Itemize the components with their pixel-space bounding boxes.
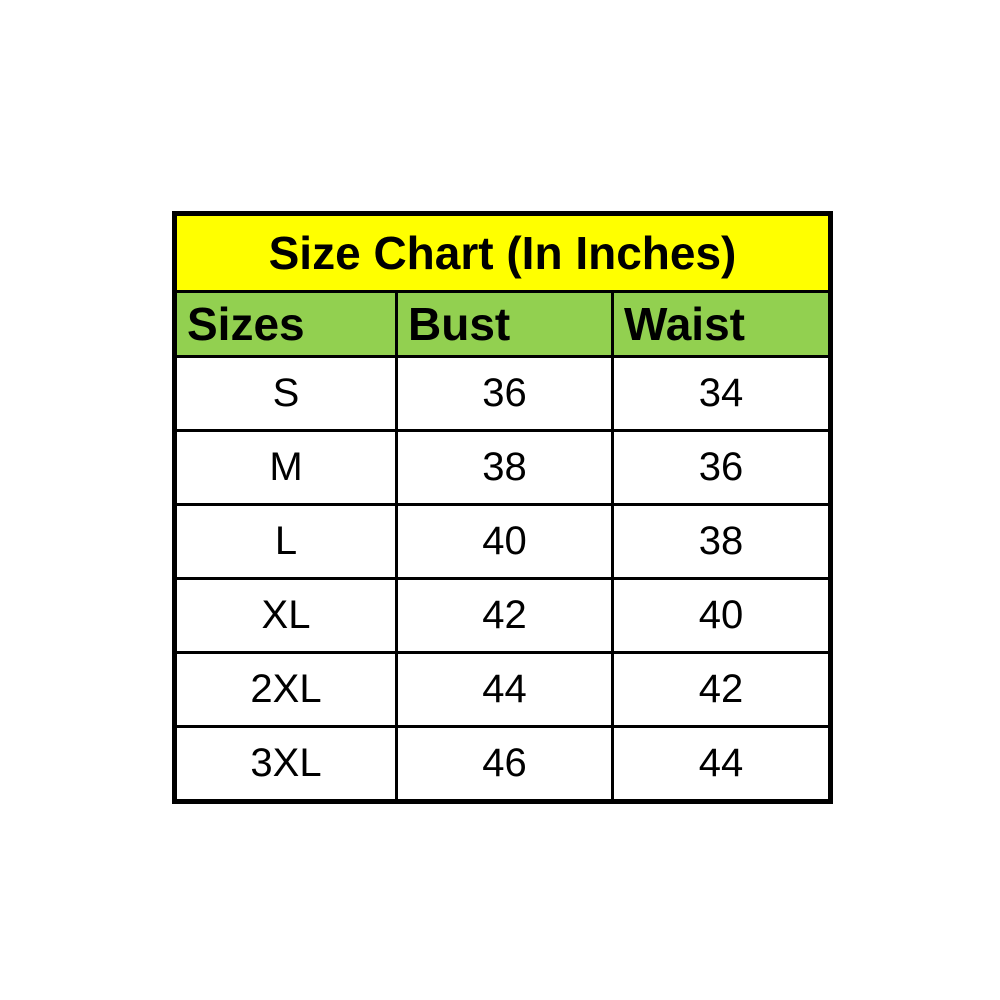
- table-row: M 38 36: [173, 429, 832, 506]
- cell-bust: 36: [395, 355, 614, 432]
- cell-waist: 34: [611, 355, 832, 432]
- cell-size: L: [173, 503, 398, 580]
- table-row: 2XL 44 42: [173, 651, 832, 728]
- cell-size: 2XL: [173, 651, 398, 728]
- cell-size: S: [173, 355, 398, 432]
- title-row: Size Chart (In Inches): [173, 212, 832, 293]
- table-row: XL 42 40: [173, 577, 832, 654]
- cell-bust: 38: [395, 429, 614, 506]
- table-row: 3XL 46 44: [173, 725, 832, 803]
- cell-bust: 44: [395, 651, 614, 728]
- column-header-sizes: Sizes: [173, 290, 398, 358]
- cell-waist: 36: [611, 429, 832, 506]
- chart-title: Size Chart (In Inches): [173, 212, 832, 293]
- cell-waist: 40: [611, 577, 832, 654]
- size-chart-table: Size Chart (In Inches) Sizes Bust Waist …: [172, 211, 833, 804]
- cell-waist: 38: [611, 503, 832, 580]
- cell-size: 3XL: [173, 725, 398, 803]
- column-header-bust: Bust: [395, 290, 614, 358]
- cell-waist: 44: [611, 725, 832, 803]
- table-row: L 40 38: [173, 503, 832, 580]
- cell-size: XL: [173, 577, 398, 654]
- cell-bust: 40: [395, 503, 614, 580]
- table-row: S 36 34: [173, 355, 832, 432]
- column-header-waist: Waist: [611, 290, 832, 358]
- cell-size: M: [173, 429, 398, 506]
- cell-bust: 42: [395, 577, 614, 654]
- header-row: Sizes Bust Waist: [173, 290, 832, 358]
- cell-waist: 42: [611, 651, 832, 728]
- cell-bust: 46: [395, 725, 614, 803]
